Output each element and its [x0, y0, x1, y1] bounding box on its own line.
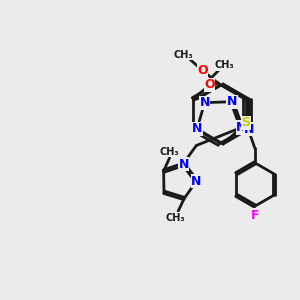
Text: CH₃: CH₃ — [160, 147, 179, 157]
Text: N: N — [192, 122, 202, 136]
Text: S: S — [242, 116, 250, 130]
Text: CH₃: CH₃ — [174, 50, 194, 60]
Text: F: F — [251, 208, 259, 222]
Text: O: O — [204, 78, 215, 92]
Text: CH₃: CH₃ — [215, 60, 234, 70]
Text: O: O — [197, 64, 208, 77]
Text: N: N — [178, 158, 189, 171]
Text: CH₃: CH₃ — [165, 213, 185, 223]
Text: N: N — [191, 175, 202, 188]
Text: N: N — [200, 96, 210, 109]
Text: N: N — [236, 121, 247, 134]
Text: N: N — [244, 122, 254, 136]
Text: N: N — [227, 95, 237, 108]
